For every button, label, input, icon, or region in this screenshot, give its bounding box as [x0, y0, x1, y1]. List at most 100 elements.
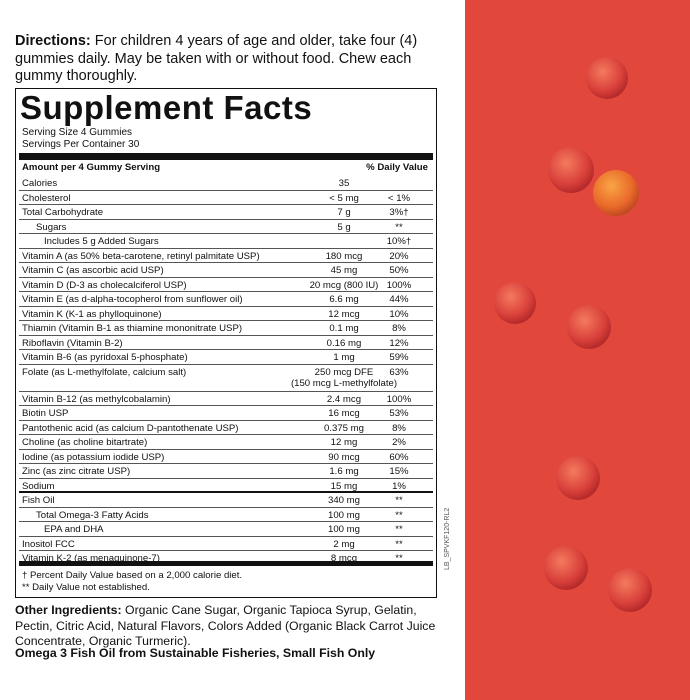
- daily-value: 1%: [392, 480, 406, 492]
- nutrient-name: Total Omega-3 Fatty Acids: [36, 509, 149, 521]
- daily-value: 53%: [389, 408, 409, 419]
- other-text: Organic Cane Sugar, Organic Tapioca Syru…: [15, 603, 436, 648]
- amount-text: 15 mg: [330, 480, 358, 492]
- nutrient-row: Pantothenic acid (as calcium D-pantothen…: [19, 421, 433, 435]
- daily-value: 63%: [389, 366, 409, 378]
- nutrient-name: Calories: [22, 178, 58, 189]
- nutrient-amount: 8 mcg: [289, 553, 399, 565]
- daily-value: 100%: [386, 279, 412, 291]
- daily-value: 44%: [389, 294, 409, 305]
- omega-note: Omega 3 Fish Oil from Sustainable Fisher…: [15, 646, 376, 660]
- amount-text: 12 mg: [330, 437, 358, 448]
- nutrient-rows: Calories 35 Cholesterol < 5 mg < 1% Total Car…: [19, 176, 433, 566]
- nutrient-row: Iodine (as potassium iodide USP) 90 mcg 60…: [19, 450, 433, 464]
- amount-text: 250 mcg DFE: [314, 366, 374, 378]
- daily-value: 3%†: [389, 207, 409, 218]
- thick-bar: [19, 153, 433, 160]
- nutrient-name: Vitamin E (as d-alpha-tocopherol from su…: [22, 294, 243, 305]
- nutrient-name: Folate (as L-methylfolate, calcium salt): [22, 366, 187, 378]
- nutrient-name: Inositol FCC: [22, 538, 75, 550]
- serving-size: Serving Size 4 Gummies: [22, 127, 133, 138]
- nutrient-amount: 12 mcg: [289, 309, 399, 321]
- amount-text: 8 mcg: [330, 553, 358, 564]
- label-code: LB_SPVKF120-RL2: [444, 507, 451, 570]
- nutrient-row: Total Omega-3 Fatty Acids 100 mg **: [19, 508, 433, 522]
- nutrient-amount: 5 g: [289, 222, 399, 234]
- nutrient-amount: 2.4 mcg: [289, 394, 399, 406]
- nutrient-row: Folate (as L-methylfolate, calcium salt)…: [19, 365, 433, 392]
- amount-text: 340 mg: [328, 495, 360, 506]
- nutrient-amount: 12 mg: [289, 437, 399, 449]
- nutrient-name: Zinc (as zinc citrate USP): [22, 466, 131, 477]
- nutrient-row: Total Carbohydrate 7 g 3%†: [19, 205, 433, 220]
- nutrient-name: Iodine (as potassium iodide USP): [22, 451, 165, 463]
- nutrient-row: Includes 5 g Added Sugars 10%†: [19, 234, 433, 249]
- amount-text: < 5 mg: [329, 192, 359, 204]
- nutrient-name: Vitamin B-6 (as pyridoxal 5-phosphate): [22, 352, 188, 363]
- nutrient-amount: 20 mcg (800 IU): [289, 280, 399, 292]
- nutrient-amount: 90 mcg: [289, 452, 399, 464]
- nutrient-amount: 1 mg: [289, 352, 399, 364]
- product-photo: [465, 0, 690, 700]
- footnote: ** Daily Value not established.: [22, 582, 150, 593]
- nutrient-amount: 15 mg: [289, 481, 399, 493]
- background: [465, 0, 690, 700]
- nutrient-row: Vitamin C (as ascorbic acid USP) 45 mg 50%: [19, 263, 433, 278]
- other-ingredients: Other Ingredients: Organic Cane Sugar, O…: [15, 603, 445, 650]
- nutrient-row: Thiamin (Vitamin B-1 as thiamine mononit…: [19, 321, 433, 336]
- nutrient-name: Choline (as choline bitartrate): [22, 437, 148, 448]
- amount-text: 1.6 mg: [329, 466, 359, 477]
- daily-value: 10%: [389, 308, 409, 320]
- nutrient-name: Pantothenic acid (as calcium D-pantothen…: [22, 422, 239, 434]
- nutrient-name: Sugars: [36, 221, 67, 233]
- nutrient-row: Vitamin A (as 50% beta-carotene, retinyl…: [19, 249, 433, 263]
- daily-value: 100%: [386, 393, 412, 405]
- amount-text: 35: [338, 178, 350, 189]
- header-amount: Amount per 4 Gummy Serving: [22, 162, 161, 173]
- nutrient-row: Biotin USP 16 mcg 53%: [19, 406, 433, 421]
- nutrient-name: Thiamin (Vitamin B-1 as thiamine mononit…: [22, 323, 243, 334]
- nutrient-name: Includes 5 g Added Sugars: [44, 236, 159, 247]
- daily-value: 15%: [389, 466, 409, 477]
- nutrient-row: Choline (as choline bitartrate) 12 mg 2%: [19, 435, 433, 450]
- daily-value: **: [395, 495, 403, 506]
- amount-text: 6.6 mg: [329, 294, 359, 305]
- nutrient-row: Cholesterol < 5 mg < 1%: [19, 191, 433, 205]
- nutrient-name: Vitamin K (K-1 as phylloquinone): [22, 308, 162, 320]
- directions-label: Directions:: [15, 33, 91, 49]
- nutrient-amount: 2 mg: [289, 539, 399, 551]
- nutrient-row: Sodium 15 mg 1%: [19, 479, 433, 493]
- nutrient-name: Vitamin A (as 50% beta-carotene, retinyl…: [22, 250, 260, 262]
- amount-text: 45 mg: [330, 265, 358, 276]
- amount-text: 90 mcg: [328, 451, 360, 463]
- daily-value: 50%: [389, 265, 409, 276]
- thick-bar: [19, 561, 433, 566]
- nutrient-amount: 1.6 mg: [289, 466, 399, 478]
- nutrient-amount: 100 mg: [289, 524, 399, 536]
- daily-value: 60%: [389, 451, 409, 463]
- nutrient-amount: 0.375 mg: [289, 423, 399, 435]
- footnote: † Percent Daily Value based on a 2,000 c…: [22, 570, 243, 581]
- amount-text: 5 g: [337, 221, 351, 233]
- daily-value: **: [395, 538, 403, 550]
- directions: Directions: For children 4 years of age …: [15, 33, 440, 86]
- facts-title: Supplement Facts: [20, 89, 313, 126]
- nutrient-row: Vitamin K (K-1 as phylloquinone) 12 mcg 10…: [19, 307, 433, 321]
- nutrient-row: Calories 35: [19, 176, 433, 191]
- amount-text: 100 mg: [328, 509, 360, 521]
- nutrient-name: Vitamin D (D-3 as cholecalciferol USP): [22, 279, 187, 291]
- daily-value: 2%: [392, 437, 406, 448]
- daily-value: 59%: [389, 352, 409, 363]
- gummies: [494, 57, 652, 612]
- daily-value: 12%: [389, 337, 409, 349]
- directions-text: For children 4 years of age and older, t…: [15, 33, 418, 84]
- nutrient-row: Inositol FCC 2 mg **: [19, 537, 433, 551]
- nutrient-row: Vitamin B-12 (as methylcobalamin) 2.4 mcg…: [19, 392, 433, 406]
- nutrient-name: Cholesterol: [22, 192, 71, 204]
- amount-text: 0.375 mg: [323, 422, 364, 434]
- nutrient-name: EPA and DHA: [44, 524, 104, 535]
- nutrient-row: Sugars 5 g **: [19, 220, 433, 234]
- daily-value: **: [395, 221, 403, 233]
- daily-value: **: [395, 524, 403, 535]
